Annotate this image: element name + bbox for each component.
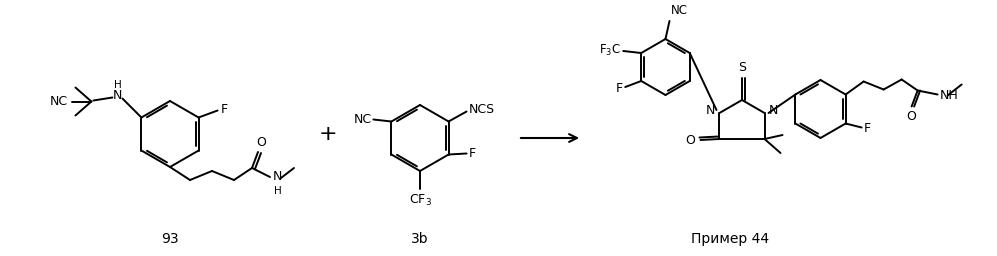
Text: N: N [706, 104, 716, 118]
Text: O: O [256, 136, 266, 149]
Text: N: N [769, 104, 778, 118]
Text: NC: NC [353, 113, 372, 126]
Text: NC: NC [49, 95, 68, 108]
Text: O: O [686, 133, 696, 146]
Text: NC: NC [671, 4, 688, 17]
Text: S: S [738, 61, 746, 74]
Text: F: F [220, 103, 227, 116]
Text: Пример 44: Пример 44 [691, 232, 769, 246]
Text: NCS: NCS [469, 103, 495, 116]
Text: +: + [319, 124, 337, 144]
Text: F: F [616, 81, 623, 94]
Text: H: H [114, 80, 122, 90]
Text: N: N [113, 89, 122, 102]
Text: H: H [274, 186, 282, 196]
Text: F$_3$C: F$_3$C [599, 42, 621, 58]
Text: 3b: 3b [411, 232, 429, 246]
Text: F: F [469, 147, 476, 160]
Text: N: N [273, 170, 282, 184]
Text: O: O [906, 110, 916, 123]
Text: 93: 93 [162, 232, 178, 246]
Text: CF$_3$: CF$_3$ [409, 193, 432, 208]
Text: NH: NH [939, 89, 958, 102]
Text: F: F [863, 122, 870, 135]
